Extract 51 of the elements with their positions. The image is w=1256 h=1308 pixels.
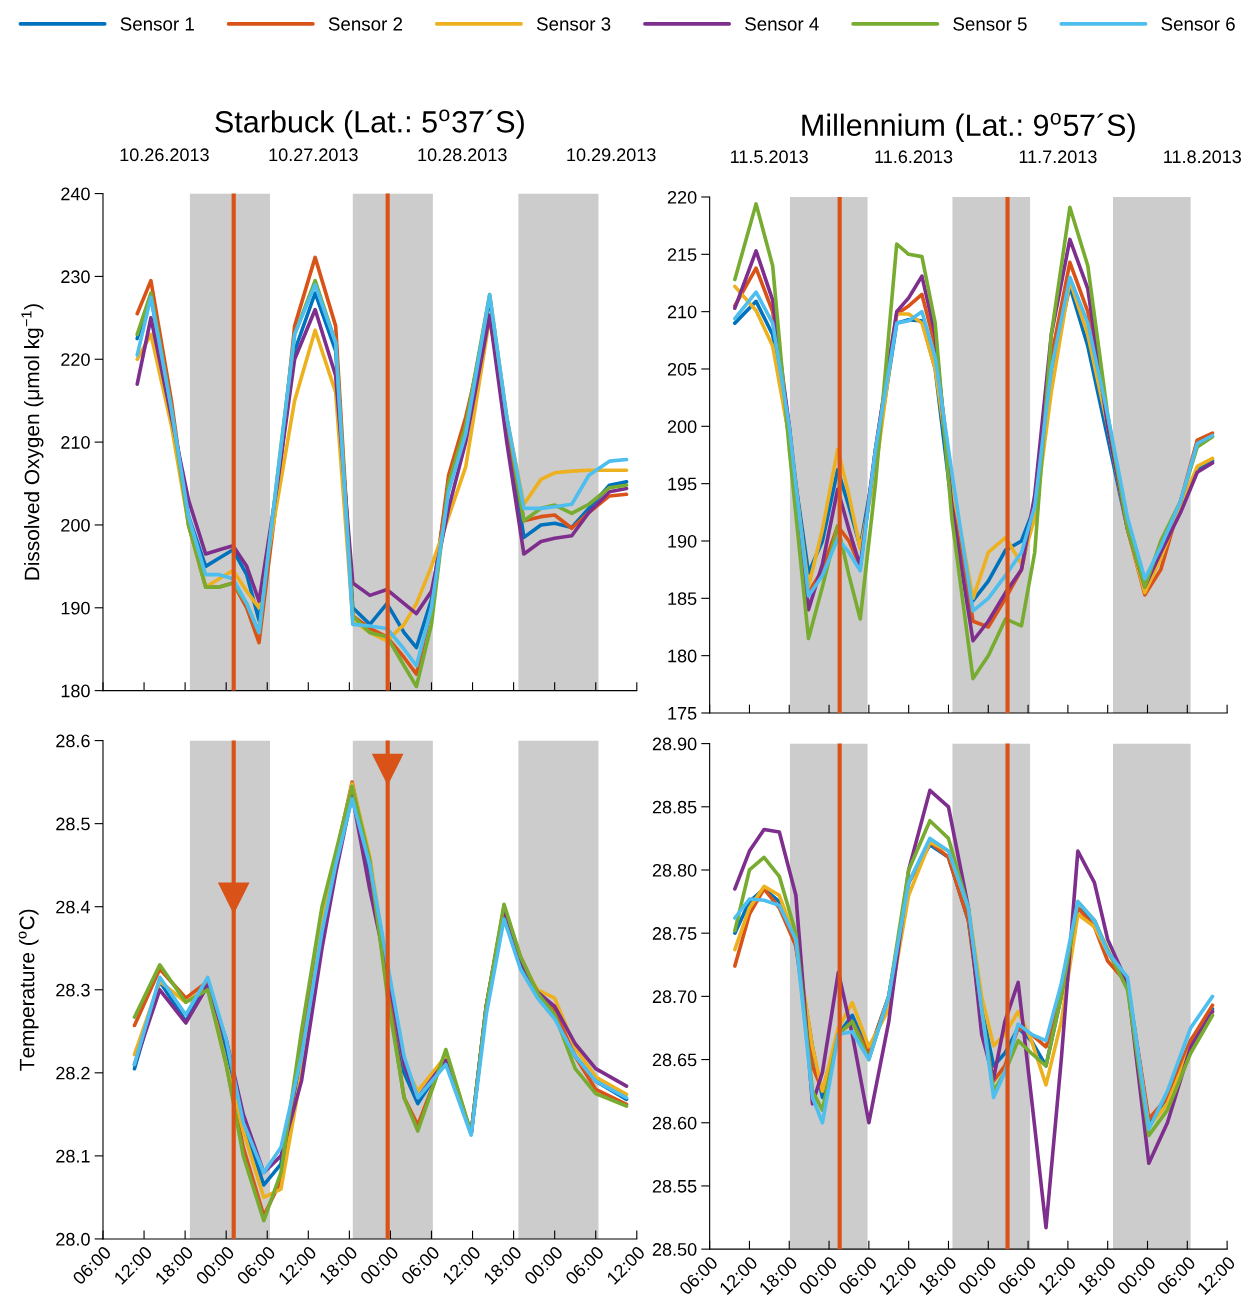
y-tick-label: 28.6 (56, 734, 90, 748)
y-tick-label: 200 (61, 518, 90, 532)
y-tick-label: 28.3 (56, 983, 90, 997)
legend-label: Sensor 2 (328, 17, 403, 31)
y-tick-label: 240 (61, 187, 90, 201)
y-tick-label: 28.2 (56, 1066, 90, 1080)
y-tick-label: 175 (668, 707, 697, 720)
y-axis-title: Temperature ($^{o}$C) (18, 909, 39, 1071)
text: 11.6.2013 (875, 150, 953, 164)
y-tick-label: 28.70 (652, 990, 697, 1004)
y-tick-label: 28.85 (652, 800, 697, 814)
y-tick-label: 28.80 (652, 863, 697, 877)
text: 11.8.2013 (1164, 150, 1241, 164)
y-tick-label: 200 (667, 420, 697, 434)
chart-title: Millennium (Lat.: 9$^{o}$57´S) (802, 112, 1135, 143)
y-tick-label: 195 (668, 477, 697, 491)
y-tick-label: 205 (667, 362, 697, 376)
legend-label: Sensor 5 (953, 17, 1027, 31)
text: 11.7.2013 (1019, 150, 1097, 164)
text: 10.28.2013 (418, 148, 507, 162)
y-tick-label: 28.75 (652, 927, 697, 940)
y-tick-label: 28.0 (56, 1232, 90, 1246)
y-tick-label: 28.65 (652, 1053, 697, 1067)
y-tick-label: 180 (668, 649, 697, 663)
y-tick-label: 180 (61, 684, 90, 698)
y-axis-title: Dissolved Oxygen (μmol kg$^{−1}$) (21, 304, 44, 580)
y-tick-label: 230 (61, 270, 90, 284)
y-tick-label: 28.4 (56, 900, 90, 914)
y-tick-label: 210 (667, 305, 697, 319)
legend-label: Sensor 4 (745, 17, 819, 31)
y-tick-label: 28.50 (652, 1243, 697, 1256)
y-tick-label: 28.5 (56, 817, 90, 831)
y-tick-label: 220 (667, 190, 697, 204)
y-tick-label: 220 (61, 353, 90, 366)
y-tick-label: 215 (667, 248, 697, 262)
text: 11.5.2013 (731, 150, 808, 164)
legend-label: Sensor 1 (120, 17, 194, 31)
y-tick-label: 190 (668, 534, 697, 548)
y-tick-label: 185 (668, 592, 697, 606)
y-tick-label: 28.60 (652, 1116, 697, 1130)
text: 10.29.2013 (567, 148, 656, 162)
legend-label: Sensor 6 (1161, 17, 1235, 31)
y-tick-label: 210 (61, 436, 90, 449)
text: 10.27.2013 (269, 148, 358, 162)
y-tick-label: 28.1 (56, 1149, 90, 1163)
y-tick-label: 28.90 (652, 737, 697, 751)
legend-label: Sensor 3 (536, 17, 611, 31)
text: 10.26.2013 (120, 148, 209, 162)
chart-title: Starbuck (Lat.: 5$^{o}$37´S) (215, 109, 524, 139)
y-tick-label: 190 (61, 601, 90, 615)
y-tick-label: 28.55 (652, 1179, 697, 1193)
